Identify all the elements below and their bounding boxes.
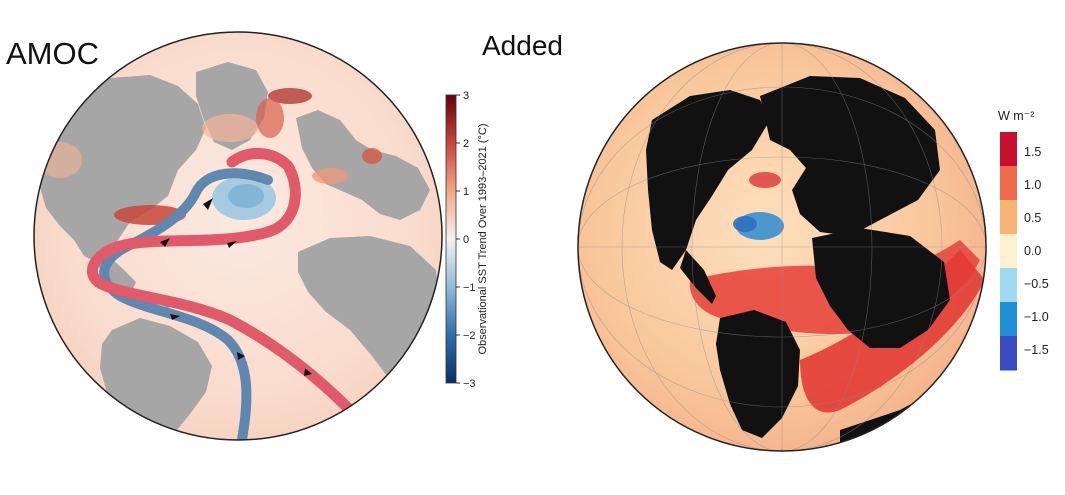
sst-colorbar-ticks: 3 2 1 0 −1 −2 −3 (456, 90, 476, 390)
added-title: Added (482, 30, 563, 61)
amoc-warm-current (87, 147, 356, 416)
flux-colorbar-unit: W m⁻² (998, 109, 1034, 123)
flux-colorbar-tick-label: 0.0 (1024, 244, 1041, 258)
flux-colorbar: W m⁻² 1.5 1.0 0.5 0.0 −0.5 −1.0 −1.5 (998, 109, 1049, 371)
sst-colorbar-bar (445, 94, 457, 384)
sst-colorbar-tick-label: 3 (463, 90, 469, 102)
flux-colorbar-ticks: 1.5 1.0 0.5 0.0 −0.5 −1.0 −1.5 (1024, 145, 1049, 357)
flux-colorbar-step (1000, 132, 1017, 150)
flux-colorbar-step (1000, 217, 1017, 235)
sst-colorbar-tick-label: −1 (463, 282, 476, 294)
flux-colorbar-tick-label: 0.5 (1024, 211, 1041, 225)
sst-colorbar-tick-label: 0 (463, 234, 469, 246)
flux-colorbar-tick-label: −1.5 (1024, 343, 1049, 357)
flow-arrows (160, 198, 312, 376)
globe-outline-left (33, 31, 443, 441)
flux-colorbar-step (1000, 166, 1017, 184)
flux-colorbar-step (1000, 234, 1017, 252)
flux-colorbar-step (1000, 183, 1017, 201)
graticule-right (578, 43, 986, 451)
sst-colorbar-tick-label: 2 (463, 138, 469, 150)
flux-colorbar-step (1000, 353, 1017, 371)
flux-colorbar-step (1000, 268, 1017, 286)
flux-colorbar-step (1000, 302, 1017, 320)
sst-colorbar: 3 2 1 0 −1 −2 −3 Observational SST Trend Over … (445, 90, 489, 390)
flux-colorbar-step (1000, 285, 1017, 303)
amoc-globe (33, 31, 443, 441)
sst-colorbar-tick-label: −2 (463, 330, 476, 342)
flux-colorbar-tick-label: −1.0 (1024, 310, 1049, 324)
flux-colorbar-step (1000, 319, 1017, 337)
flux-colorbar-step (1000, 200, 1017, 218)
flux-colorbar-step (1000, 251, 1017, 269)
amoc-cold-current (99, 168, 273, 440)
flux-colorbar-step (1000, 336, 1017, 354)
sst-colorbar-label: Observational SST Trend Over 1993–2021 (… (477, 123, 489, 354)
globe-outline-right (577, 42, 987, 452)
amoc-title: AMOC (6, 36, 99, 71)
flux-colorbar-tick-label: 1.0 (1024, 178, 1041, 192)
flux-colorbar-tick-label: −0.5 (1024, 277, 1049, 291)
sst-colorbar-tick-label: −3 (463, 378, 476, 390)
flux-colorbar-tick-label: 1.5 (1024, 145, 1041, 159)
flux-colorbar-bar (1000, 132, 1017, 371)
sst-colorbar-tick-label: 1 (463, 186, 469, 198)
flux-colorbar-step (1000, 149, 1017, 167)
added-globe (577, 42, 987, 452)
